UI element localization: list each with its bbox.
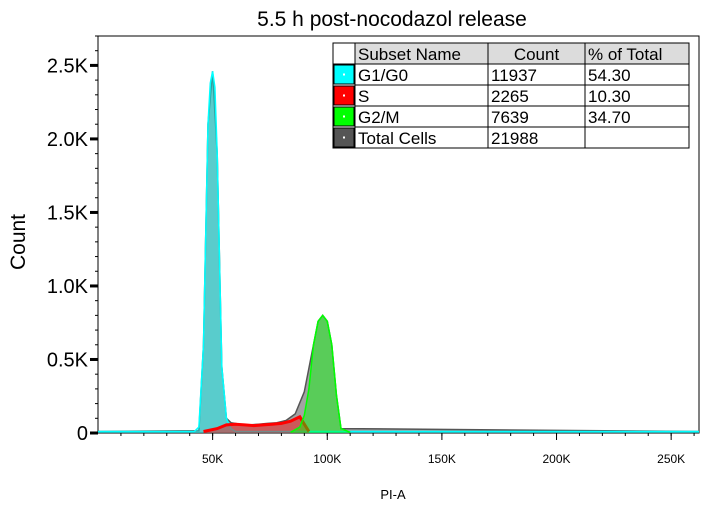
series-area-s bbox=[203, 416, 309, 433]
y-tick-label: 0.5K bbox=[47, 349, 89, 371]
y-axis-label: Count bbox=[7, 214, 30, 270]
legend-header-label: Count bbox=[514, 45, 560, 64]
legend-row-name: S bbox=[358, 87, 369, 106]
legend-row-name: G2/M bbox=[358, 108, 400, 127]
x-tick-label: 100K bbox=[313, 452, 341, 466]
legend-row-name: Total Cells bbox=[358, 129, 436, 148]
series-line-s bbox=[203, 414, 311, 433]
series-line-g2-m bbox=[290, 314, 351, 433]
legend-swatch-dot bbox=[343, 94, 345, 97]
legend-row-count: 2265 bbox=[491, 87, 529, 106]
series-line-g1-g0 bbox=[98, 71, 699, 433]
y-tick-label: 1.0K bbox=[47, 276, 89, 298]
x-tick-label: 50K bbox=[202, 452, 223, 466]
legend-row-percent: 34.70 bbox=[588, 108, 631, 127]
series-area-total-cells bbox=[98, 71, 699, 434]
y-tick-label: 2.0K bbox=[47, 129, 89, 151]
chart-title: 5.5 h post-nocodazol release bbox=[257, 8, 527, 31]
x-tick-label: 250K bbox=[657, 452, 685, 466]
legend-swatch-dot bbox=[343, 115, 345, 118]
legend-swatch-dot bbox=[343, 73, 345, 76]
y-tick-label: 2.5K bbox=[47, 55, 89, 77]
legend-row-count: 21988 bbox=[491, 129, 538, 148]
legend-row-name: G1/G0 bbox=[358, 66, 408, 85]
legend-swatch-dot bbox=[343, 136, 345, 139]
y-tick-label: 1.5K bbox=[47, 202, 89, 224]
x-tick-label: 150K bbox=[428, 452, 456, 466]
x-tick-label: 200K bbox=[543, 452, 571, 466]
legend-header-label: % of Total bbox=[588, 45, 662, 64]
legend-table: Subset Name Count % of Total G1/G0 11937 54.3… bbox=[332, 42, 690, 149]
legend-row-percent: 54.30 bbox=[588, 66, 631, 85]
y-tick-label: 0 bbox=[77, 423, 88, 445]
series-area-g2-m bbox=[290, 315, 351, 433]
legend-row-count: 7639 bbox=[491, 108, 529, 127]
series-area-g1-g0 bbox=[98, 71, 699, 434]
x-axis-label: PI-A bbox=[380, 487, 406, 502]
legend-row-percent: 10.30 bbox=[588, 87, 631, 106]
legend-row-count: 11937 bbox=[491, 66, 537, 85]
legend-header-swatch bbox=[332, 42, 356, 65]
legend-cell bbox=[584, 126, 690, 149]
legend-header-label: Subset Name bbox=[358, 45, 461, 64]
